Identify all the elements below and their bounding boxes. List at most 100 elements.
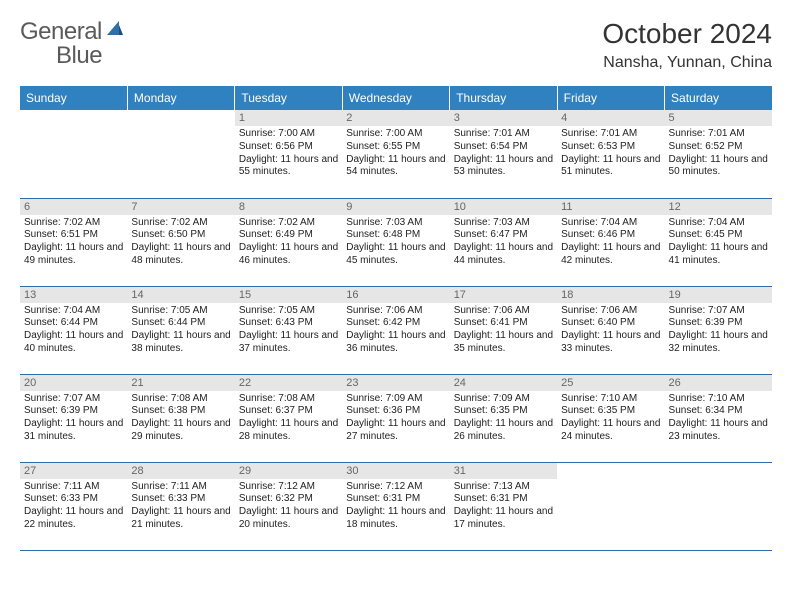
daylight-text: Daylight: 11 hours and 45 minutes. xyxy=(346,242,445,268)
day-number: 16 xyxy=(342,287,449,303)
day-number: 1 xyxy=(235,110,342,126)
calendar-cell: 27Sunrise: 7:11 AMSunset: 6:33 PMDayligh… xyxy=(20,462,127,550)
daylight-text: Daylight: 11 hours and 21 minutes. xyxy=(131,506,230,532)
calendar-cell: 3Sunrise: 7:01 AMSunset: 6:54 PMDaylight… xyxy=(450,110,557,198)
daylight-text: Daylight: 11 hours and 29 minutes. xyxy=(131,418,230,444)
calendar-row: 6Sunrise: 7:02 AMSunset: 6:51 PMDaylight… xyxy=(20,198,772,286)
sunrise-text: Sunrise: 7:05 AM xyxy=(131,305,230,318)
sunrise-text: Sunrise: 7:06 AM xyxy=(561,305,660,318)
daylight-text: Daylight: 11 hours and 46 minutes. xyxy=(239,242,338,268)
calendar-cell: 12Sunrise: 7:04 AMSunset: 6:45 PMDayligh… xyxy=(665,198,772,286)
day-number: 22 xyxy=(235,375,342,391)
sunrise-text: Sunrise: 7:09 AM xyxy=(346,393,445,406)
day-number: 21 xyxy=(127,375,234,391)
day-number: 15 xyxy=(235,287,342,303)
sunrise-text: Sunrise: 7:01 AM xyxy=(669,128,768,141)
calendar-cell: 20Sunrise: 7:07 AMSunset: 6:39 PMDayligh… xyxy=(20,374,127,462)
sunset-text: Sunset: 6:43 PM xyxy=(239,317,338,330)
calendar-cell: 8Sunrise: 7:02 AMSunset: 6:49 PMDaylight… xyxy=(235,198,342,286)
title-block: October 2024 Nansha, Yunnan, China xyxy=(602,18,772,72)
calendar-table: SundayMondayTuesdayWednesdayThursdayFrid… xyxy=(20,86,772,551)
sunset-text: Sunset: 6:35 PM xyxy=(454,405,553,418)
sunrise-text: Sunrise: 7:05 AM xyxy=(239,305,338,318)
day-number: 30 xyxy=(342,463,449,479)
calendar-row: 13Sunrise: 7:04 AMSunset: 6:44 PMDayligh… xyxy=(20,286,772,374)
day-number: 4 xyxy=(557,110,664,126)
sunset-text: Sunset: 6:37 PM xyxy=(239,405,338,418)
sunset-text: Sunset: 6:35 PM xyxy=(561,405,660,418)
daylight-text: Daylight: 11 hours and 49 minutes. xyxy=(24,242,123,268)
calendar-cell: 23Sunrise: 7:09 AMSunset: 6:36 PMDayligh… xyxy=(342,374,449,462)
sunset-text: Sunset: 6:48 PM xyxy=(346,229,445,242)
sunrise-text: Sunrise: 7:13 AM xyxy=(454,481,553,494)
day-number: 23 xyxy=(342,375,449,391)
day-number: 24 xyxy=(450,375,557,391)
sunset-text: Sunset: 6:49 PM xyxy=(239,229,338,242)
daylight-text: Daylight: 11 hours and 31 minutes. xyxy=(24,418,123,444)
daylight-text: Daylight: 11 hours and 51 minutes. xyxy=(561,154,660,180)
calendar-cell: 25Sunrise: 7:10 AMSunset: 6:35 PMDayligh… xyxy=(557,374,664,462)
calendar-cell: 31Sunrise: 7:13 AMSunset: 6:31 PMDayligh… xyxy=(450,462,557,550)
daylight-text: Daylight: 11 hours and 36 minutes. xyxy=(346,330,445,356)
sunset-text: Sunset: 6:31 PM xyxy=(346,493,445,506)
sunset-text: Sunset: 6:46 PM xyxy=(561,229,660,242)
daylight-text: Daylight: 11 hours and 42 minutes. xyxy=(561,242,660,268)
sunrise-text: Sunrise: 7:08 AM xyxy=(239,393,338,406)
calendar-cell: 24Sunrise: 7:09 AMSunset: 6:35 PMDayligh… xyxy=(450,374,557,462)
day-number: 3 xyxy=(450,110,557,126)
sunrise-text: Sunrise: 7:10 AM xyxy=(669,393,768,406)
calendar-cell: 19Sunrise: 7:07 AMSunset: 6:39 PMDayligh… xyxy=(665,286,772,374)
calendar-cell: 22Sunrise: 7:08 AMSunset: 6:37 PMDayligh… xyxy=(235,374,342,462)
calendar-body: 1Sunrise: 7:00 AMSunset: 6:56 PMDaylight… xyxy=(20,110,772,550)
sunset-text: Sunset: 6:45 PM xyxy=(669,229,768,242)
sunset-text: Sunset: 6:44 PM xyxy=(131,317,230,330)
daylight-text: Daylight: 11 hours and 40 minutes. xyxy=(24,330,123,356)
sunrise-text: Sunrise: 7:12 AM xyxy=(239,481,338,494)
calendar-cell: 28Sunrise: 7:11 AMSunset: 6:33 PMDayligh… xyxy=(127,462,234,550)
day-header: Tuesday xyxy=(235,86,342,110)
sunrise-text: Sunrise: 7:02 AM xyxy=(131,217,230,230)
logo-word2: Blue xyxy=(56,42,102,70)
day-number: 8 xyxy=(235,199,342,215)
calendar-cell: 2Sunrise: 7:00 AMSunset: 6:55 PMDaylight… xyxy=(342,110,449,198)
daylight-text: Daylight: 11 hours and 27 minutes. xyxy=(346,418,445,444)
day-header: Saturday xyxy=(665,86,772,110)
day-number: 19 xyxy=(665,287,772,303)
sunset-text: Sunset: 6:54 PM xyxy=(454,141,553,154)
sunrise-text: Sunrise: 7:09 AM xyxy=(454,393,553,406)
sunrise-text: Sunrise: 7:02 AM xyxy=(24,217,123,230)
day-number: 28 xyxy=(127,463,234,479)
calendar-cell: 9Sunrise: 7:03 AMSunset: 6:48 PMDaylight… xyxy=(342,198,449,286)
daylight-text: Daylight: 11 hours and 33 minutes. xyxy=(561,330,660,356)
calendar-row: 1Sunrise: 7:00 AMSunset: 6:56 PMDaylight… xyxy=(20,110,772,198)
sunset-text: Sunset: 6:47 PM xyxy=(454,229,553,242)
day-header: Wednesday xyxy=(342,86,449,110)
calendar-cell: 26Sunrise: 7:10 AMSunset: 6:34 PMDayligh… xyxy=(665,374,772,462)
sunrise-text: Sunrise: 7:00 AM xyxy=(346,128,445,141)
day-number: 5 xyxy=(665,110,772,126)
calendar-cell: 16Sunrise: 7:06 AMSunset: 6:42 PMDayligh… xyxy=(342,286,449,374)
sunrise-text: Sunrise: 7:04 AM xyxy=(561,217,660,230)
calendar-cell xyxy=(665,462,772,550)
daylight-text: Daylight: 11 hours and 44 minutes. xyxy=(454,242,553,268)
daylight-text: Daylight: 11 hours and 24 minutes. xyxy=(561,418,660,444)
calendar-cell: 21Sunrise: 7:08 AMSunset: 6:38 PMDayligh… xyxy=(127,374,234,462)
calendar-cell xyxy=(127,110,234,198)
day-header: Monday xyxy=(127,86,234,110)
sunset-text: Sunset: 6:56 PM xyxy=(239,141,338,154)
sunrise-text: Sunrise: 7:01 AM xyxy=(454,128,553,141)
sunset-text: Sunset: 6:52 PM xyxy=(669,141,768,154)
calendar-cell: 17Sunrise: 7:06 AMSunset: 6:41 PMDayligh… xyxy=(450,286,557,374)
sunset-text: Sunset: 6:33 PM xyxy=(24,493,123,506)
daylight-text: Daylight: 11 hours and 23 minutes. xyxy=(669,418,768,444)
day-number: 10 xyxy=(450,199,557,215)
sunrise-text: Sunrise: 7:00 AM xyxy=(239,128,338,141)
daylight-text: Daylight: 11 hours and 55 minutes. xyxy=(239,154,338,180)
calendar-cell: 18Sunrise: 7:06 AMSunset: 6:40 PMDayligh… xyxy=(557,286,664,374)
sunrise-text: Sunrise: 7:07 AM xyxy=(669,305,768,318)
sunrise-text: Sunrise: 7:11 AM xyxy=(24,481,123,494)
daylight-text: Daylight: 11 hours and 41 minutes. xyxy=(669,242,768,268)
day-number: 31 xyxy=(450,463,557,479)
day-number: 14 xyxy=(127,287,234,303)
sunrise-text: Sunrise: 7:04 AM xyxy=(669,217,768,230)
